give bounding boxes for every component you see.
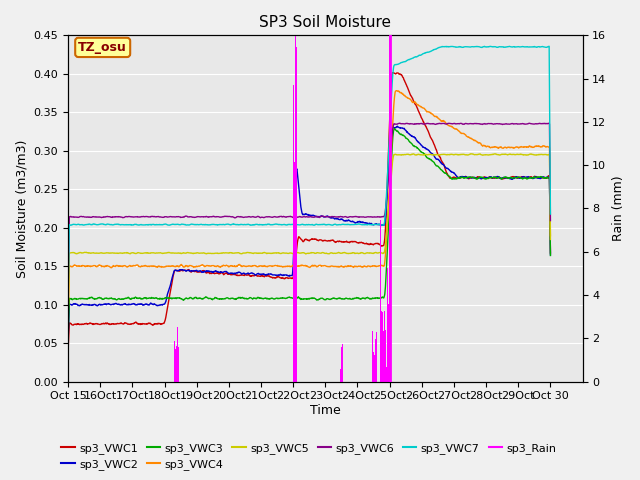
Y-axis label: Soil Moisture (m3/m3): Soil Moisture (m3/m3): [15, 139, 28, 277]
Legend: sp3_VWC1, sp3_VWC2, sp3_VWC3, sp3_VWC4, sp3_VWC5, sp3_VWC6, sp3_VWC7, sp3_Rain: sp3_VWC1, sp3_VWC2, sp3_VWC3, sp3_VWC4, …: [57, 438, 561, 474]
X-axis label: Time: Time: [310, 404, 340, 417]
Title: SP3 Soil Moisture: SP3 Soil Moisture: [259, 15, 391, 30]
Y-axis label: Rain (mm): Rain (mm): [612, 176, 625, 241]
Text: TZ_osu: TZ_osu: [78, 41, 127, 54]
